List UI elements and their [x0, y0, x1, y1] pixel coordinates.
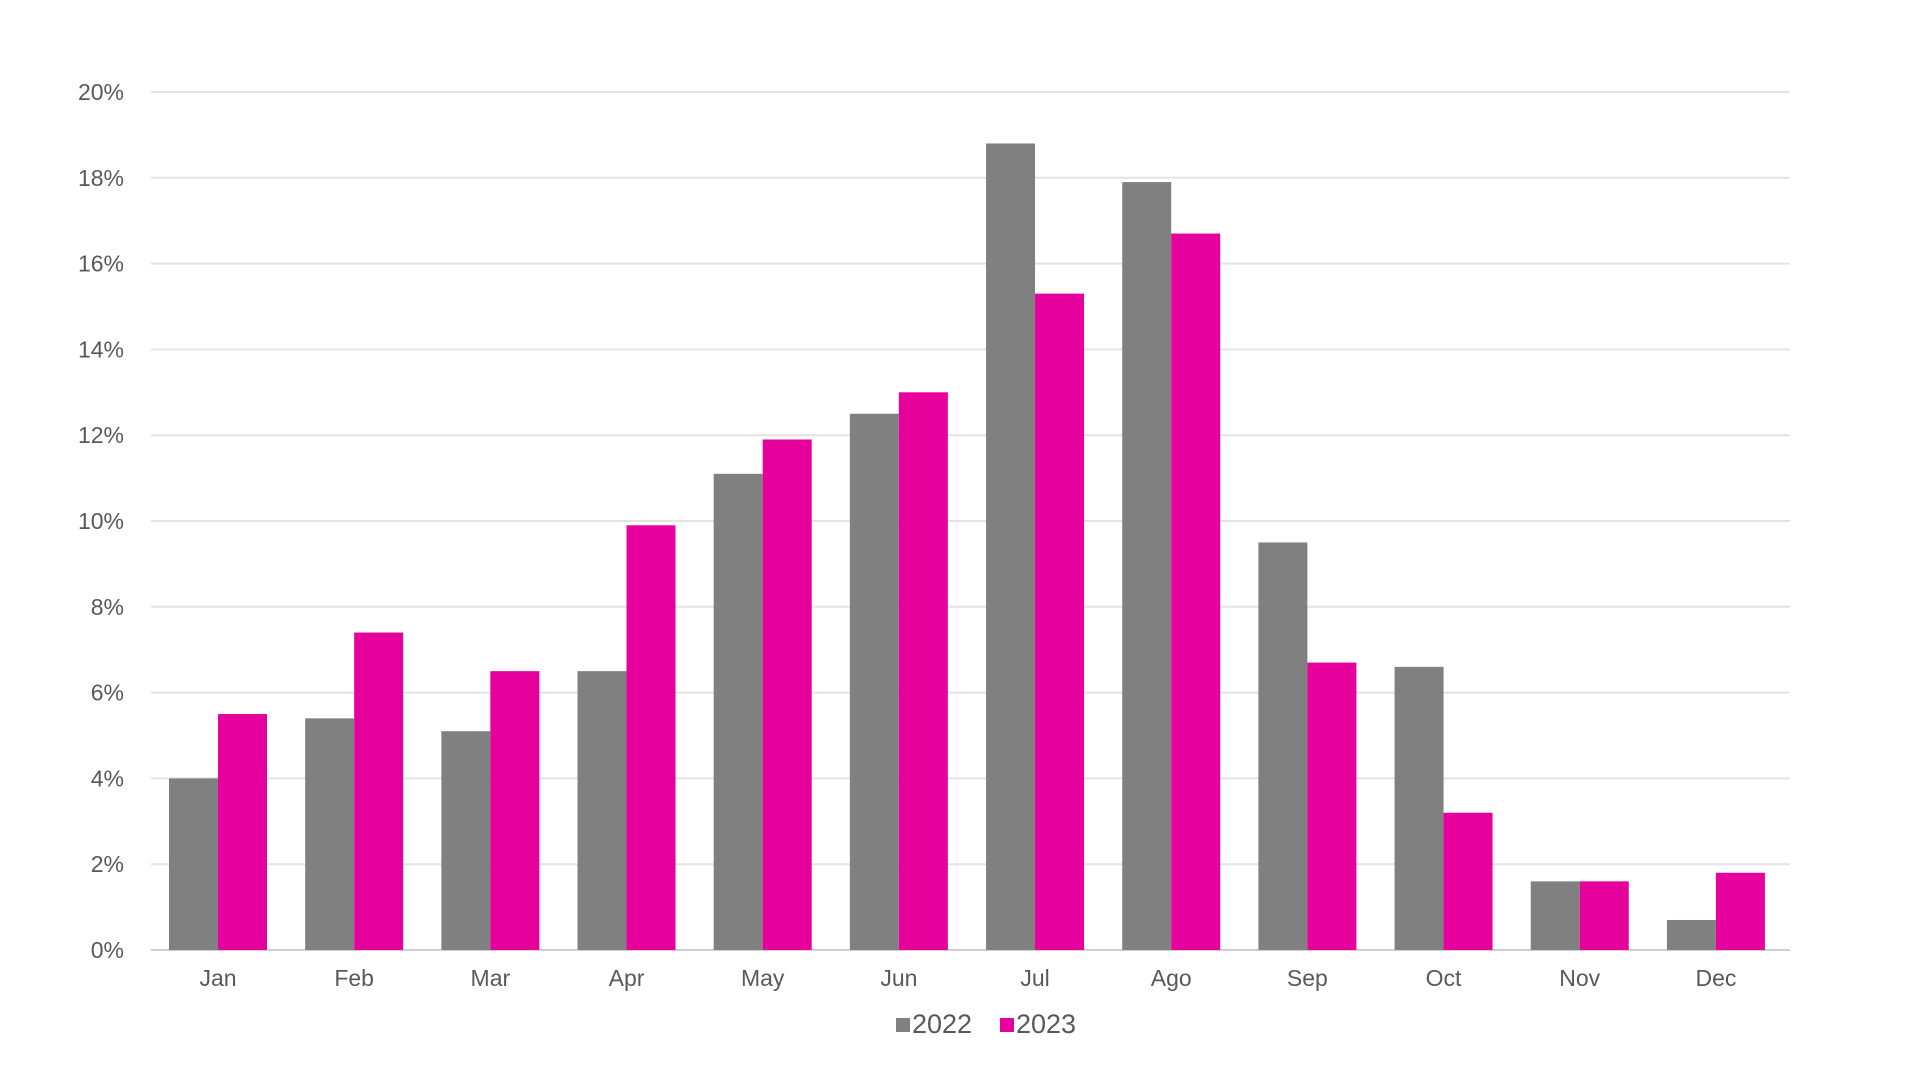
- x-tick-label: May: [741, 965, 785, 991]
- bar-2023-Mar: [490, 671, 540, 950]
- x-tick-label: Feb: [334, 965, 374, 991]
- y-tick-label: 16%: [78, 251, 124, 277]
- bar-2022-Sep: [1258, 542, 1308, 950]
- x-tick-label: Apr: [609, 965, 645, 991]
- bar-2022-Jul: [986, 143, 1036, 951]
- bar-2022-Nov: [1530, 881, 1580, 950]
- y-tick-label: 14%: [78, 336, 124, 362]
- bar-2023-Jul: [1035, 293, 1085, 950]
- y-tick-label: 6%: [91, 680, 124, 706]
- bar-2022-May: [713, 473, 763, 950]
- x-tick-label: Sep: [1287, 965, 1328, 991]
- y-tick-label: 10%: [78, 508, 124, 534]
- bar-2023-Sep: [1307, 662, 1357, 950]
- y-tick-label: 4%: [91, 765, 124, 791]
- bar-2022-Ago: [1122, 182, 1172, 951]
- bar-2022-Jun: [849, 413, 899, 950]
- bar-2022-Apr: [577, 671, 627, 950]
- x-tick-label: Nov: [1559, 965, 1600, 991]
- bar-2023-Feb: [354, 632, 404, 950]
- y-tick-label: 18%: [78, 165, 124, 191]
- bar-2023-Jun: [898, 392, 948, 950]
- y-tick-label: 20%: [78, 79, 124, 105]
- bar-2022-Feb: [305, 718, 355, 950]
- bar-2022-Jan: [169, 778, 218, 950]
- y-tick-label: 2%: [91, 851, 124, 877]
- legend-label: 2022: [912, 1009, 972, 1039]
- y-tick-label: 0%: [91, 937, 124, 963]
- legend-label: 2023: [1016, 1009, 1076, 1039]
- x-tick-label: Dec: [1695, 965, 1736, 991]
- x-tick-label: Jul: [1020, 965, 1049, 991]
- bar-2023-Ago: [1171, 233, 1221, 950]
- bar-2022-Dec: [1666, 919, 1716, 950]
- x-tick-label: Jan: [199, 965, 236, 991]
- y-tick-label: 12%: [78, 422, 124, 448]
- bar-2022-Oct: [1394, 666, 1444, 950]
- bar-2023-May: [762, 439, 812, 950]
- bar-2023-Dec: [1715, 872, 1765, 950]
- legend-swatch-2022: [896, 1018, 910, 1032]
- y-tick-label: 8%: [91, 594, 124, 620]
- bar-2023-Jan: [218, 714, 267, 950]
- x-tick-label: Ago: [1151, 965, 1192, 991]
- bar-2022-Mar: [441, 731, 491, 950]
- bar-2023-Apr: [626, 525, 676, 950]
- bar-2023-Nov: [1579, 881, 1629, 950]
- x-tick-label: Mar: [471, 965, 511, 991]
- x-tick-label: Oct: [1426, 965, 1462, 991]
- x-tick-label: Jun: [880, 965, 917, 991]
- legend-swatch-2023: [1000, 1018, 1014, 1032]
- bar-2023-Oct: [1443, 812, 1493, 950]
